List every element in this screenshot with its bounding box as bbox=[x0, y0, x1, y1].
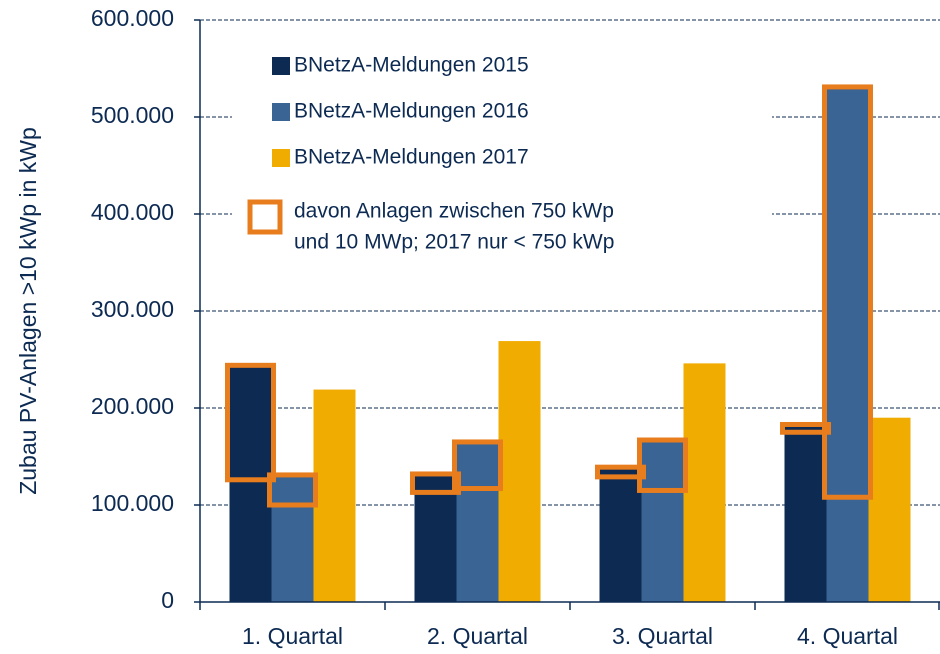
y-tick-label: 400.000 bbox=[91, 199, 174, 225]
bar bbox=[498, 341, 541, 602]
legend-swatch bbox=[247, 199, 283, 235]
y-tick-label: 200.000 bbox=[91, 393, 174, 419]
bar bbox=[271, 474, 314, 602]
x-tick-label: 2. Quartal bbox=[427, 623, 528, 649]
bar bbox=[683, 363, 726, 602]
bar bbox=[456, 441, 499, 602]
legend-label: BNetzA-Meldungen 2017 bbox=[294, 146, 529, 169]
y-axis-label: Zubau PV-Anlagen >10 kWp in kWp bbox=[15, 127, 41, 495]
highlight-box bbox=[452, 439, 503, 492]
legend-label: BNetzA-Meldungen 2015 bbox=[294, 54, 529, 77]
highlight-box bbox=[780, 421, 831, 435]
y-tick-label: 100.000 bbox=[91, 490, 174, 516]
y-tick-label: 500.000 bbox=[91, 102, 174, 128]
legend-background bbox=[232, 38, 772, 260]
legend-label: davon Anlagen zwischen 750 kWp bbox=[294, 200, 614, 223]
legend-swatch bbox=[272, 149, 290, 167]
bar bbox=[313, 389, 356, 602]
y-tick-label: 600.000 bbox=[91, 5, 174, 31]
legend-swatch bbox=[272, 103, 290, 121]
legend-label: BNetzA-Meldungen 2016 bbox=[294, 100, 529, 123]
y-tick-label: 300.000 bbox=[91, 296, 174, 322]
highlight-box bbox=[225, 362, 276, 483]
bar bbox=[784, 424, 827, 602]
legend-swatch bbox=[272, 57, 290, 75]
bar bbox=[868, 417, 911, 602]
highlight-box bbox=[595, 464, 646, 480]
bar bbox=[599, 467, 642, 602]
bar bbox=[414, 473, 457, 602]
bar bbox=[229, 365, 272, 602]
x-tick-label: 3. Quartal bbox=[612, 623, 713, 649]
y-tick-label: 0 bbox=[161, 587, 174, 613]
x-tick-label: 1. Quartal bbox=[242, 623, 343, 649]
highlight-box bbox=[822, 84, 873, 500]
highlight-box bbox=[637, 437, 688, 493]
bar bbox=[826, 86, 869, 603]
bar bbox=[641, 440, 684, 602]
legend-label: und 10 MWp; 2017 nur < 750 kWp bbox=[294, 231, 614, 254]
highlight-box bbox=[267, 472, 318, 508]
highlight-box bbox=[410, 471, 461, 495]
x-tick-label: 4. Quartal bbox=[797, 623, 898, 649]
